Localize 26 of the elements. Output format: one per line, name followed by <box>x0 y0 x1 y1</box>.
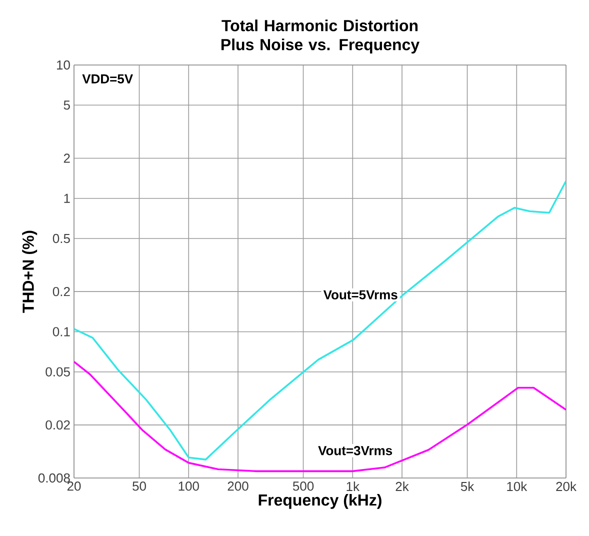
chart-title: Total Harmonic Distortion Plus Noise vs. Frequency <box>221 20 420 54</box>
y-tick-label: 5 <box>64 100 70 110</box>
x-axis-title: Frequency (kHz) <box>258 494 382 509</box>
x-tick-label: 2k <box>396 482 409 491</box>
y-tick-label: 0.1 <box>52 327 70 336</box>
series-label: Vout=3Vrms <box>318 446 392 456</box>
x-tick-label: 200 <box>228 482 248 491</box>
annotation: VDD=5V <box>82 74 133 84</box>
x-tick-label: 1k <box>346 482 360 491</box>
x-tick-label: 50 <box>132 482 146 491</box>
y-tick-label: 2 <box>64 154 70 163</box>
y-tick-label: 0.008 <box>38 473 70 483</box>
x-tick-label: 500 <box>292 482 314 491</box>
x-tick-label: 20k <box>556 482 577 492</box>
y-tick-label: 0.2 <box>52 286 70 296</box>
x-tick-label: 5k <box>460 482 474 492</box>
x-tick-label: 100 <box>178 482 199 491</box>
y-tick-label: 0.02 <box>46 420 70 430</box>
y-axis-title: THD+N (%) <box>22 230 38 313</box>
x-tick-label: 20 <box>67 482 81 491</box>
y-tick-label: 10 <box>57 60 70 70</box>
series-label: Vout=5Vrms <box>323 290 398 300</box>
y-tick-label: 1 <box>64 194 70 203</box>
y-tick-label: 0.5 <box>52 234 70 244</box>
y-tick-label: 0.05 <box>46 367 70 376</box>
x-tick-label: 10k <box>507 482 528 492</box>
